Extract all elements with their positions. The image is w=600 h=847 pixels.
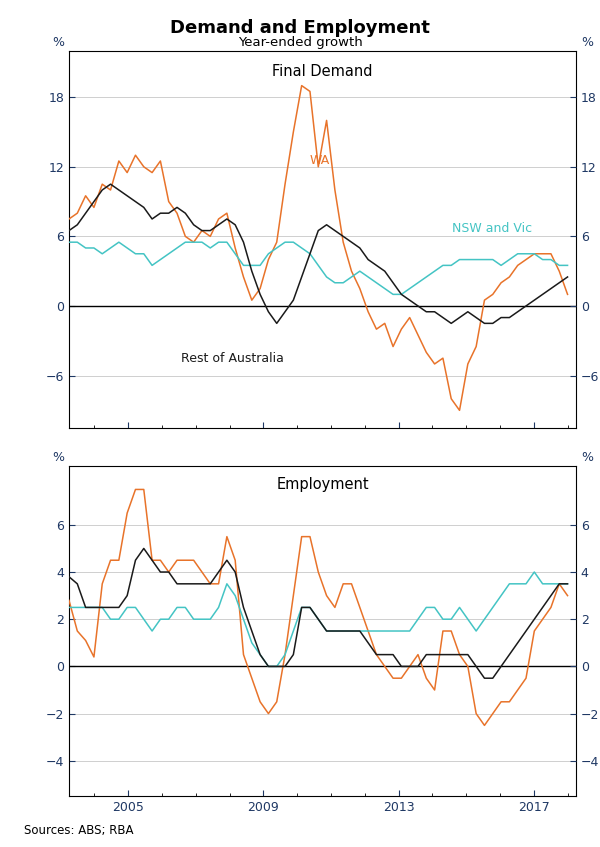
Text: Demand and Employment: Demand and Employment	[170, 19, 430, 36]
Text: WA: WA	[310, 154, 330, 167]
Text: %: %	[581, 451, 593, 464]
Text: Year-ended growth: Year-ended growth	[238, 36, 362, 49]
Text: Employment: Employment	[276, 478, 369, 492]
Text: Rest of Australia: Rest of Australia	[181, 352, 283, 365]
Text: Final Demand: Final Demand	[272, 64, 373, 79]
Text: NSW and Vic: NSW and Vic	[452, 222, 532, 235]
Text: %: %	[52, 451, 64, 464]
Text: %: %	[52, 36, 64, 49]
Text: Sources: ABS; RBA: Sources: ABS; RBA	[24, 824, 133, 837]
Text: %: %	[581, 36, 593, 49]
